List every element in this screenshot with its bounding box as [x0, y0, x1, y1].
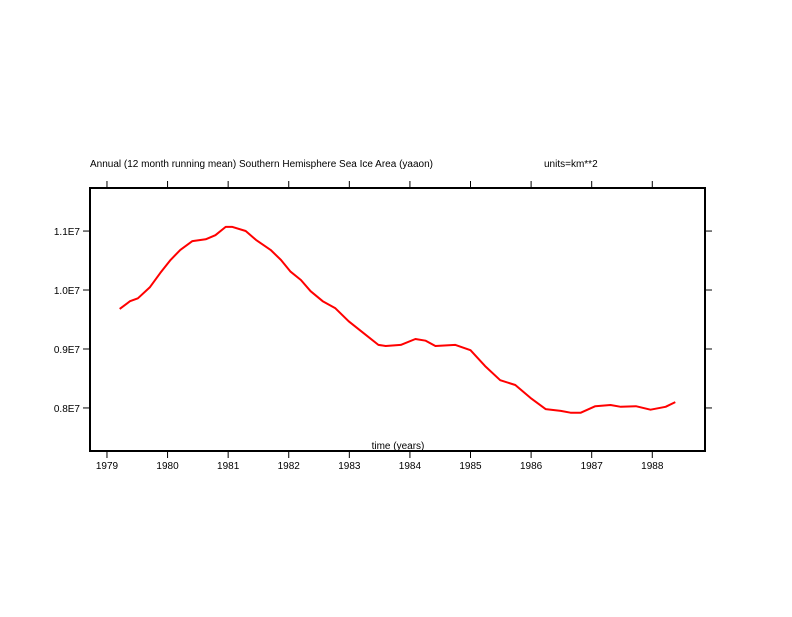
y-tick-label: 1.0E7: [54, 286, 81, 297]
axis-ticks: 1979 1980 1981 1982 1983 1984 1985 1986 1987 1988…: [54, 181, 712, 472]
x-tick-label: 1987: [581, 461, 604, 472]
x-tick-label: 1984: [399, 461, 422, 472]
y-tick-label: 1.1E7: [54, 227, 81, 238]
x-axis-label: time (years): [372, 441, 425, 452]
plot-frame: [89, 187, 706, 452]
chart-title: Annual (12 month running mean) Southern …: [90, 159, 433, 170]
x-tick-label: 1979: [96, 461, 119, 472]
x-tick-label: 1983: [338, 461, 361, 472]
x-tick-label: 1981: [217, 461, 240, 472]
x-tick-label: 1988: [641, 461, 664, 472]
x-tick-label: 1986: [520, 461, 543, 472]
x-tick-label: 1982: [278, 461, 301, 472]
y-tick-label: 0.8E7: [54, 404, 81, 415]
units-label: units=km**2: [544, 159, 598, 170]
series-line: [119, 225, 676, 414]
x-tick-label: 1980: [156, 461, 179, 472]
y-tick-label: 0.9E7: [54, 345, 81, 356]
x-tick-label: 1985: [459, 461, 482, 472]
